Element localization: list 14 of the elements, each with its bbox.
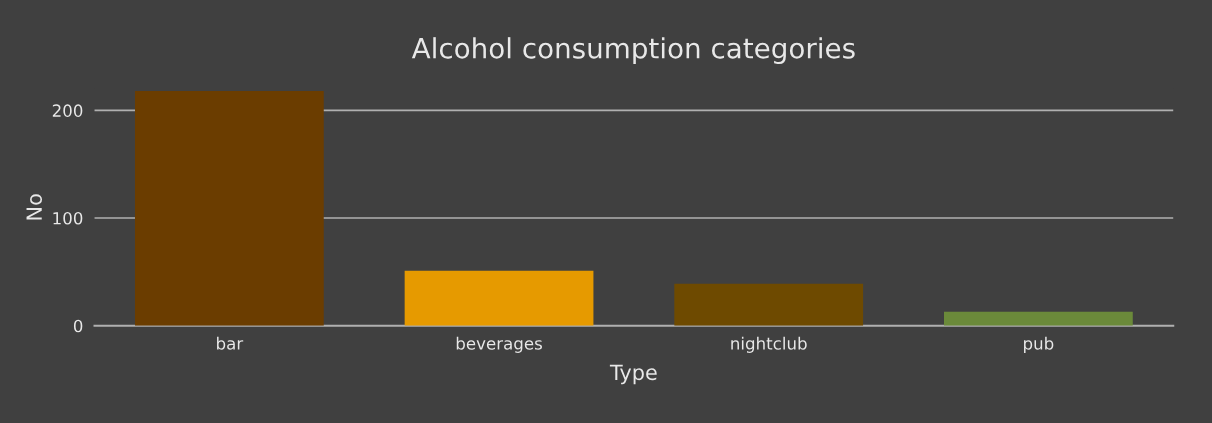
y-axis-title: No bbox=[26, 194, 43, 220]
chart-title: Alcohol consumption categories bbox=[411, 37, 855, 65]
x-tick-label: beverages bbox=[456, 336, 542, 353]
x-tick-label: bar bbox=[217, 336, 244, 350]
bar bbox=[674, 283, 864, 326]
y-tick-label: 200 bbox=[52, 104, 83, 117]
x-tick-label: pub bbox=[1024, 336, 1054, 353]
y-tick-label: 100 bbox=[53, 212, 83, 225]
bar bbox=[944, 311, 1133, 326]
y-tick-label: 0 bbox=[73, 319, 83, 333]
x-tick-label: nightclub bbox=[731, 336, 807, 353]
bar bbox=[134, 90, 324, 326]
x-axis-title: Type bbox=[609, 364, 657, 385]
bar bbox=[404, 270, 594, 326]
